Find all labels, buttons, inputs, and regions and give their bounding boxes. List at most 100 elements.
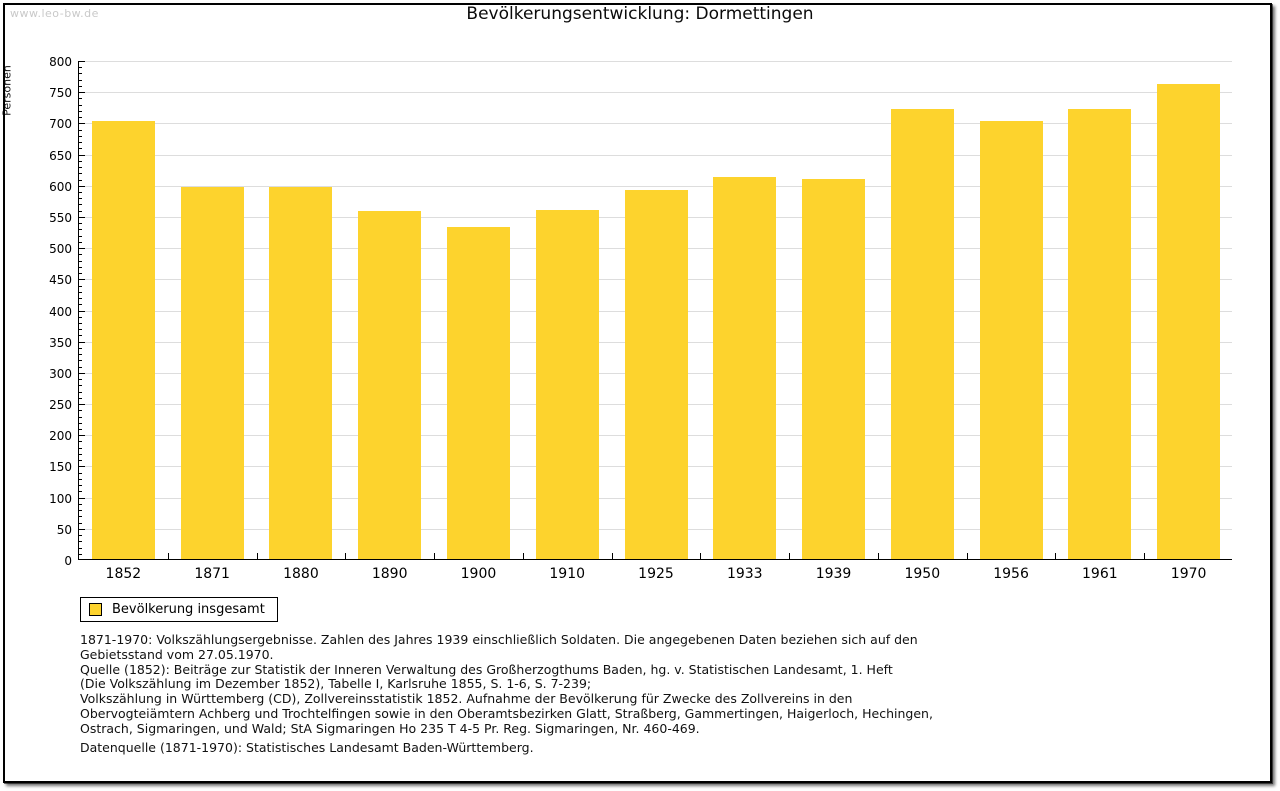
footnote-line: Quelle (1852): Beiträge zur Statistik de… — [80, 661, 893, 677]
footnote-line: Ostrach, Sigmaringen, und Wald; StA Sigm… — [80, 720, 700, 736]
y-minor-tick — [79, 241, 82, 243]
y-minor-tick — [79, 142, 82, 144]
y-minor-tick — [79, 422, 82, 424]
y-minor-tick — [79, 322, 82, 324]
y-minor-tick — [79, 385, 82, 387]
y-minor-tick — [79, 210, 82, 212]
y-minor-tick — [79, 491, 82, 493]
y-minor-tick — [79, 79, 82, 81]
x-boundary-tick — [1144, 553, 1146, 559]
y-minor-tick — [79, 541, 82, 543]
x-tick-label: 1900 — [460, 566, 497, 582]
gridline — [79, 154, 1232, 156]
y-tick-label: 250 — [49, 398, 72, 413]
bar — [713, 177, 777, 559]
y-major-tick — [79, 123, 85, 125]
y-major-tick — [79, 310, 85, 312]
gridline — [79, 185, 1232, 187]
y-minor-tick — [79, 266, 82, 268]
gridline — [79, 92, 1232, 94]
y-tick-label: 100 — [49, 491, 72, 506]
y-minor-tick — [79, 98, 82, 100]
x-tick-label: 1880 — [283, 566, 319, 582]
y-tick-label: 450 — [49, 273, 72, 288]
y-minor-tick — [79, 478, 82, 480]
bar — [180, 186, 244, 559]
y-major-tick — [79, 216, 85, 218]
y-major-tick — [79, 61, 85, 62]
x-tick-label: 1970 — [1170, 566, 1207, 582]
x-tick-label: 1852 — [105, 566, 142, 582]
bar — [535, 209, 599, 559]
x-tick-label: 1910 — [549, 566, 586, 582]
bar — [979, 120, 1043, 559]
y-major-tick — [79, 466, 85, 468]
x-boundary-tick — [789, 553, 791, 559]
y-minor-tick — [79, 110, 82, 112]
y-major-tick — [79, 404, 85, 406]
x-tick-label: 1939 — [815, 566, 852, 582]
y-minor-tick — [79, 104, 82, 106]
y-minor-tick — [79, 129, 82, 131]
y-major-tick — [79, 528, 85, 530]
footnote-line: Gebietsstand vom 27.05.1970. — [80, 646, 274, 662]
y-tick-label: 400 — [49, 304, 72, 319]
y-minor-tick — [79, 204, 82, 206]
x-tick-label: 1961 — [1082, 566, 1118, 582]
y-major-tick — [79, 154, 85, 156]
y-minor-tick — [79, 167, 82, 169]
bar — [358, 210, 422, 559]
y-axis-title: Personen — [0, 65, 14, 116]
y-minor-tick — [79, 360, 82, 362]
y-minor-tick — [79, 453, 82, 455]
y-tick-label: 200 — [49, 429, 72, 444]
y-minor-tick — [79, 198, 82, 200]
y-minor-tick — [79, 379, 82, 381]
bar — [269, 186, 333, 559]
x-boundary-tick — [966, 553, 968, 559]
x-tick-label: 1956 — [993, 566, 1029, 582]
y-minor-tick — [79, 547, 82, 549]
y-major-tick — [79, 248, 85, 250]
bar — [802, 178, 866, 559]
y-tick-label: 700 — [49, 117, 72, 132]
y-tick-label: 650 — [49, 148, 72, 163]
y-minor-tick — [79, 472, 82, 474]
y-tick-label: 300 — [49, 366, 72, 381]
x-boundary-tick — [256, 553, 258, 559]
y-minor-tick — [79, 160, 82, 162]
y-major-tick — [79, 279, 85, 281]
x-boundary-tick — [877, 553, 879, 559]
bar — [446, 227, 510, 559]
y-minor-tick — [79, 553, 82, 555]
x-boundary-tick — [700, 553, 702, 559]
y-minor-tick — [79, 173, 82, 175]
y-tick-label: 0 — [64, 554, 72, 568]
x-tick-label: 1950 — [904, 566, 941, 582]
y-minor-tick — [79, 535, 82, 537]
y-minor-tick — [79, 291, 82, 293]
y-minor-tick — [79, 85, 82, 87]
y-minor-tick — [79, 191, 82, 193]
y-minor-tick — [79, 135, 82, 137]
x-boundary-tick — [345, 553, 347, 559]
y-minor-tick — [79, 410, 82, 412]
y-minor-tick — [79, 329, 82, 331]
page-title: Bevölkerungsentwicklung: Dormettingen — [466, 4, 814, 24]
bar — [1157, 83, 1221, 559]
legend-label: Bevölkerung insgesamt — [112, 602, 265, 617]
footnote-line: (Die Volkszählung im Dezember 1852), Tab… — [80, 676, 592, 692]
y-minor-tick — [79, 298, 82, 300]
y-minor-tick — [79, 522, 82, 524]
y-minor-tick — [79, 285, 82, 287]
y-minor-tick — [79, 148, 82, 150]
x-tick-label: 1925 — [638, 566, 674, 582]
y-minor-tick — [79, 260, 82, 262]
gridline — [79, 61, 1232, 62]
y-tick-label: 550 — [49, 210, 72, 225]
bar — [91, 120, 155, 559]
y-minor-tick — [79, 447, 82, 449]
y-minor-tick — [79, 235, 82, 237]
y-minor-tick — [79, 316, 82, 318]
x-boundary-tick — [522, 553, 524, 559]
